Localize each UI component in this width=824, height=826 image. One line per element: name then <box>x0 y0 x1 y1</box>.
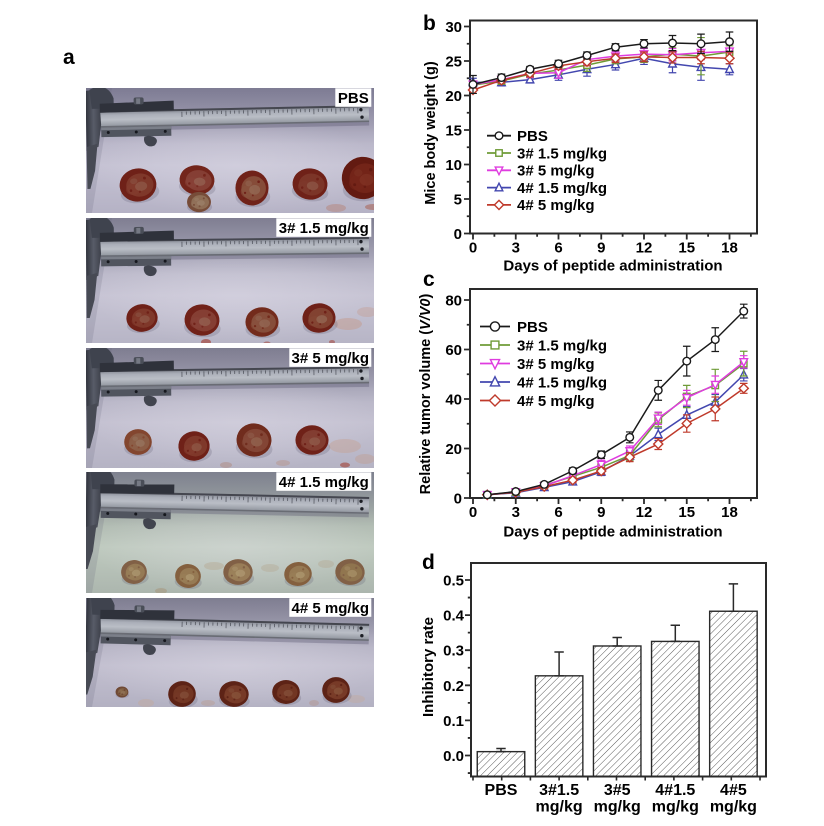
svg-text:6: 6 <box>554 504 562 521</box>
svg-text:60: 60 <box>445 342 462 359</box>
svg-text:0.5: 0.5 <box>443 573 464 590</box>
svg-text:PBS: PBS <box>517 128 548 145</box>
svg-text:10: 10 <box>445 157 462 174</box>
svg-text:mg/kg: mg/kg <box>594 799 641 816</box>
svg-text:0: 0 <box>469 240 477 257</box>
svg-text:25: 25 <box>445 54 462 71</box>
svg-text:30: 30 <box>445 19 462 36</box>
svg-text:c: c <box>423 268 435 291</box>
svg-text:b: b <box>423 12 436 35</box>
svg-text:9: 9 <box>597 240 605 257</box>
svg-text:18: 18 <box>721 240 738 257</box>
svg-text:3# 5 mg/kg: 3# 5 mg/kg <box>517 163 595 180</box>
svg-text:3# 1.5 mg/kg: 3# 1.5 mg/kg <box>517 145 607 162</box>
svg-text:5: 5 <box>454 192 462 209</box>
svg-text:3#5: 3#5 <box>604 782 631 799</box>
svg-text:4# 5 mg/kg: 4# 5 mg/kg <box>517 393 595 410</box>
svg-text:mg/kg: mg/kg <box>652 799 699 816</box>
svg-text:0.4: 0.4 <box>443 608 465 625</box>
svg-text:3# 1.5 mg/kg: 3# 1.5 mg/kg <box>279 220 369 237</box>
svg-text:0: 0 <box>454 491 462 508</box>
svg-text:4#5: 4#5 <box>720 782 747 799</box>
svg-text:4# 1.5 mg/kg: 4# 1.5 mg/kg <box>517 374 607 391</box>
svg-text:PBS: PBS <box>517 319 548 336</box>
svg-text:0.1: 0.1 <box>443 713 464 730</box>
svg-text:12: 12 <box>636 240 653 257</box>
svg-text:15: 15 <box>445 123 462 140</box>
svg-text:3# 1.5 mg/kg: 3# 1.5 mg/kg <box>517 337 607 354</box>
svg-text:3#1.5: 3#1.5 <box>539 782 579 799</box>
svg-text:PBS: PBS <box>485 782 518 799</box>
svg-text:a: a <box>63 46 75 69</box>
svg-text:4# 1.5 mg/kg: 4# 1.5 mg/kg <box>517 180 607 197</box>
svg-text:3# 5 mg/kg: 3# 5 mg/kg <box>517 356 595 373</box>
svg-text:3: 3 <box>512 240 520 257</box>
svg-text:Days of peptide administration: Days of peptide administration <box>503 258 722 275</box>
svg-text:4# 5 mg/kg: 4# 5 mg/kg <box>292 600 370 617</box>
svg-text:20: 20 <box>445 88 462 105</box>
svg-text:mg/kg: mg/kg <box>536 799 583 816</box>
svg-text:PBS: PBS <box>338 90 369 107</box>
svg-text:12: 12 <box>636 504 653 521</box>
svg-text:0.3: 0.3 <box>443 643 464 660</box>
svg-text:3# 5 mg/kg: 3# 5 mg/kg <box>292 350 370 367</box>
svg-text:Days of peptide administration: Days of peptide administration <box>503 524 722 541</box>
svg-text:mg/kg: mg/kg <box>710 799 757 816</box>
svg-text:Inhibitory rate: Inhibitory rate <box>420 617 437 717</box>
svg-text:9: 9 <box>597 504 605 521</box>
svg-text:4# 1.5 mg/kg: 4# 1.5 mg/kg <box>279 474 369 491</box>
svg-text:80: 80 <box>445 293 462 310</box>
svg-text:6: 6 <box>554 240 562 257</box>
svg-text:15: 15 <box>678 240 695 257</box>
svg-text:4#1.5: 4#1.5 <box>655 782 695 799</box>
svg-text:18: 18 <box>721 504 738 521</box>
svg-text:4# 5 mg/kg: 4# 5 mg/kg <box>517 197 595 214</box>
svg-text:Mice body weight (g): Mice body weight (g) <box>423 61 439 205</box>
svg-text:15: 15 <box>678 504 695 521</box>
svg-text:20: 20 <box>445 441 462 458</box>
svg-text:40: 40 <box>445 392 462 409</box>
svg-text:0: 0 <box>469 504 477 521</box>
svg-text:0.0: 0.0 <box>443 748 464 765</box>
svg-text:d: d <box>422 551 435 574</box>
svg-text:Relative tumor volume (V/V0): Relative tumor volume (V/V0) <box>418 294 434 495</box>
svg-text:0: 0 <box>454 226 462 243</box>
svg-text:0.2: 0.2 <box>443 678 464 695</box>
svg-text:3: 3 <box>512 504 520 521</box>
